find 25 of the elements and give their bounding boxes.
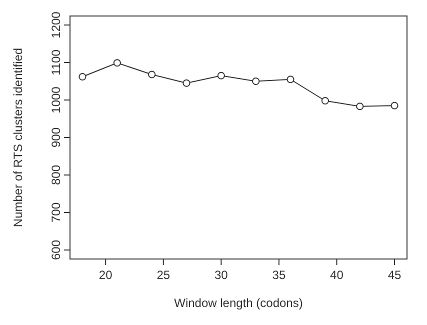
y-tick-label: 800: [49, 164, 63, 186]
point: [321, 96, 329, 105]
y-tick-label: 1200: [49, 11, 63, 38]
point: [78, 72, 86, 81]
point: [182, 79, 190, 87]
point: [113, 59, 121, 67]
point: [217, 72, 225, 80]
y-tick-label: 900: [49, 127, 63, 148]
point: [252, 77, 260, 86]
y-axis-title: Number of RTS clusters identified: [11, 48, 25, 228]
x-axis-title: Window length (codons): [174, 296, 303, 310]
y-tick-label: 1000: [49, 86, 63, 114]
y-tick-label: 600: [49, 240, 63, 260]
point: [286, 76, 294, 84]
point: [356, 102, 364, 110]
point: [390, 102, 398, 110]
x-tick-label: 25: [156, 268, 170, 282]
y-tick-label: 1100: [49, 49, 63, 76]
x-tick-label: 35: [272, 268, 286, 282]
x-tick-label: 45: [388, 268, 402, 282]
y-tick-label: 700: [49, 202, 63, 223]
x-tick-label: 20: [98, 268, 113, 282]
x-tick-label: 40: [330, 268, 344, 282]
point: [148, 70, 156, 78]
x-tick-label: 30: [214, 268, 228, 282]
